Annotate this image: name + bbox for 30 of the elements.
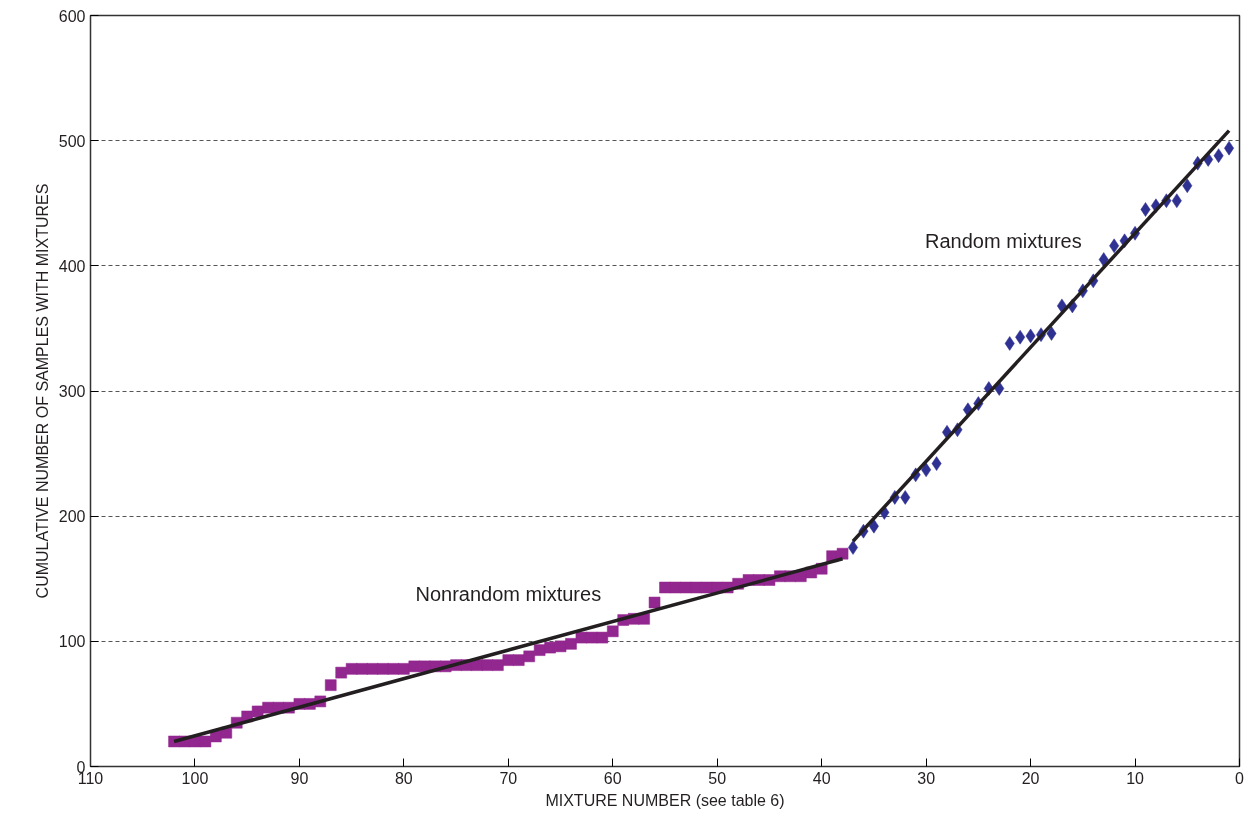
point <box>1046 326 1057 341</box>
y-tick-label: 200 <box>58 508 86 526</box>
x-tick-label: 10 <box>1126 769 1145 787</box>
point <box>1213 148 1224 163</box>
y-tick-label: 100 <box>58 633 86 651</box>
x-tick-label: 70 <box>499 769 518 787</box>
point <box>1182 178 1193 193</box>
x-tick-label: 80 <box>394 769 413 787</box>
point <box>1171 193 1182 208</box>
point <box>900 490 911 505</box>
y-tick-label: 500 <box>58 132 86 150</box>
y-tick-label: 300 <box>58 383 86 400</box>
point <box>1140 202 1151 217</box>
point <box>1098 252 1109 267</box>
x-axis-title: MIXTURE NUMBER (see table 6) <box>545 791 785 809</box>
x-tick-label: 50 <box>708 769 727 787</box>
series-label: Nonrandom mixtures <box>415 583 602 606</box>
x-tick-label: 90 <box>290 769 309 787</box>
y-tick-label: 400 <box>58 257 86 275</box>
series-label: Random mixtures <box>924 229 1082 252</box>
x-tick-label: 60 <box>603 769 622 787</box>
x-tick-label: 40 <box>812 769 831 787</box>
x-tick-label: 20 <box>1021 769 1040 787</box>
y-tick-label: 600 <box>58 7 86 25</box>
x-tick-label: 30 <box>917 769 936 787</box>
x-tick-label: 0 <box>1235 769 1245 787</box>
point <box>1004 336 1015 351</box>
x-tick-label: 100 <box>181 769 209 787</box>
y-axis-title: CUMULATIVE NUMBER OF SAMPLES WITH MIXTURES <box>33 183 51 599</box>
point <box>931 456 942 471</box>
